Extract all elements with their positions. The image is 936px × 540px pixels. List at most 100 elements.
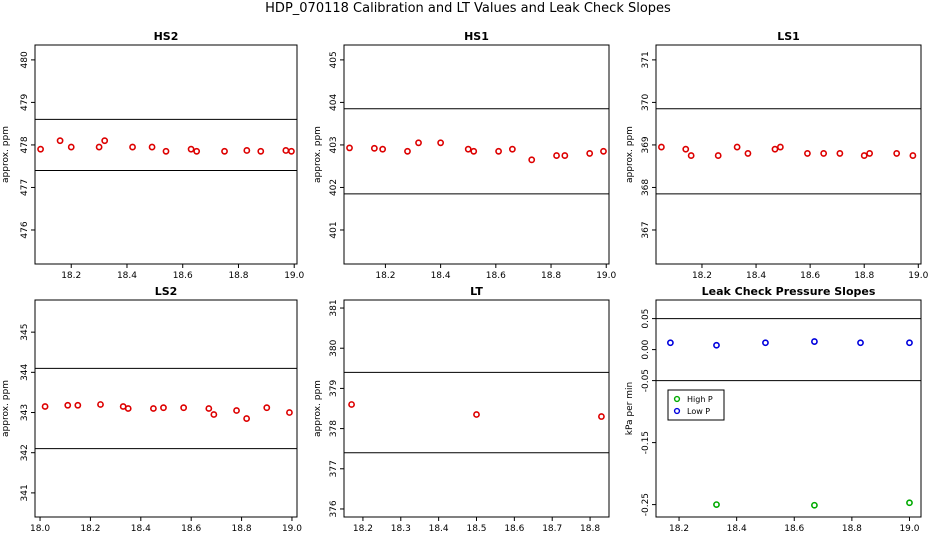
data-point	[263, 404, 271, 412]
y-tick-label: 479	[20, 94, 30, 111]
y-tick-label: 378	[329, 420, 339, 437]
data-point	[771, 145, 779, 153]
data-point	[860, 152, 868, 159]
data-point	[282, 147, 290, 154]
x-tick-label: 18.8	[854, 271, 874, 281]
legend-box	[667, 389, 725, 421]
data-point	[415, 139, 422, 147]
data-point	[893, 150, 901, 157]
y-tick-label: 478	[20, 136, 30, 153]
y-axis-label: approx. ppm	[1, 380, 11, 437]
y-tick-label: 379	[329, 380, 339, 397]
data-point	[205, 405, 213, 412]
x-tick-label: 19.0	[596, 271, 616, 281]
y-tick-label: 368	[641, 179, 651, 196]
y-tick-label: 0.00	[641, 339, 651, 359]
panel-2: HS1 approx. ppm 18.2 18.4 18.6 18.8 19.0 401 402…	[313, 30, 617, 281]
data-point	[906, 339, 913, 347]
y-tick-label: 404	[329, 94, 339, 111]
x-tick-label: 18.6	[486, 271, 506, 281]
y-tick-label: 480	[20, 51, 30, 68]
data-point	[150, 405, 157, 412]
data-point	[56, 137, 64, 145]
x-tick-label: 18.8	[842, 524, 862, 534]
data-point	[600, 147, 607, 155]
data-point	[658, 143, 665, 151]
panel-6: Leak Check Pressure Slopes kPa per min 18.…	[625, 285, 922, 534]
data-point	[528, 156, 536, 164]
data-point	[744, 150, 752, 157]
x-tick-label: 18.6	[173, 271, 193, 281]
data-point	[210, 411, 218, 418]
data-point	[187, 145, 195, 153]
y-tick-label: 369	[641, 136, 651, 153]
legend-marker	[673, 407, 681, 415]
figure-title: HDP_070118 Calibration and LT Values and…	[265, 1, 671, 16]
x-tick-label: 18.6	[800, 271, 820, 281]
y-tick-label: 370	[641, 94, 651, 111]
y-axis-label: approx. ppm	[1, 126, 11, 183]
y-tick-label: 343	[20, 404, 30, 421]
plot-frame	[34, 299, 298, 518]
x-tick-label: 18.2	[61, 271, 81, 281]
data-point	[243, 415, 251, 422]
data-point	[148, 143, 156, 151]
x-tick-label: 19.0	[284, 271, 304, 281]
data-point	[804, 150, 811, 157]
legend-marker	[673, 395, 681, 403]
data-point	[37, 145, 44, 153]
data-point	[776, 143, 784, 151]
y-tick-label: 371	[641, 51, 651, 68]
panel-title: HS1	[464, 30, 489, 43]
data-point	[404, 147, 411, 155]
y-tick-label: 403	[329, 136, 339, 153]
x-tick-label: 18.0	[30, 524, 50, 534]
data-point	[682, 145, 690, 153]
data-point	[101, 137, 109, 145]
x-tick-label: 18.2	[375, 271, 395, 281]
panel-5: LT approx. ppm 18.2 18.3 18.4 18.5 18.6 18.7 18.…	[313, 285, 610, 534]
x-tick-label: 18.2	[80, 524, 100, 534]
data-point	[667, 339, 674, 347]
y-tick-label: 376	[329, 500, 339, 517]
data-point	[811, 501, 818, 509]
y-axis-label: kPa per min	[625, 382, 635, 435]
x-tick-label: 18.2	[692, 271, 712, 281]
data-point	[866, 150, 874, 157]
data-point	[495, 147, 502, 155]
data-point	[811, 338, 818, 345]
y-tick-label: 380	[329, 339, 339, 356]
data-point	[714, 152, 722, 159]
y-tick-label: 367	[641, 221, 651, 238]
data-point	[762, 339, 769, 347]
x-tick-label: 18.4	[429, 524, 449, 534]
data-point	[473, 411, 480, 418]
data-point	[586, 150, 594, 157]
panel-title: LS1	[777, 30, 800, 43]
y-axis-label: approx. ppm	[625, 126, 635, 183]
plot-frame	[655, 299, 922, 518]
y-tick-label: 402	[329, 179, 339, 196]
x-tick-label: 18.8	[228, 271, 248, 281]
data-point	[857, 339, 864, 347]
y-tick-label: -0.25	[641, 493, 651, 516]
y-tick-label: -0.15	[641, 431, 651, 454]
panel-title: Leak Check Pressure Slopes	[702, 285, 876, 298]
legend-label: High P	[687, 395, 713, 404]
data-point	[64, 401, 72, 409]
x-tick-label: 18.2	[353, 524, 373, 534]
y-tick-label: 342	[20, 444, 30, 461]
data-point	[124, 405, 132, 412]
data-point	[370, 144, 378, 152]
data-point	[687, 152, 695, 159]
data-point	[193, 147, 201, 155]
data-point	[180, 404, 188, 412]
data-point	[906, 499, 913, 507]
data-point	[733, 143, 741, 151]
data-point	[348, 401, 355, 408]
data-point	[233, 407, 240, 414]
data-point	[257, 147, 265, 155]
plot-frame	[343, 44, 610, 265]
data-point	[464, 145, 472, 153]
y-tick-label: 0.05	[641, 309, 651, 329]
